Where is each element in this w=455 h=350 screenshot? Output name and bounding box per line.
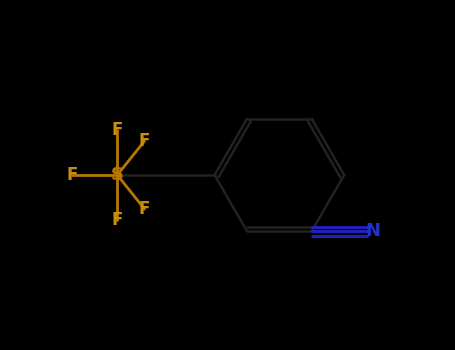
Text: F: F <box>111 211 123 229</box>
Text: N: N <box>366 222 381 240</box>
Text: S: S <box>111 166 124 184</box>
Text: F: F <box>139 200 150 218</box>
Text: F: F <box>111 121 123 139</box>
Text: F: F <box>139 132 150 150</box>
Text: F: F <box>66 166 78 184</box>
